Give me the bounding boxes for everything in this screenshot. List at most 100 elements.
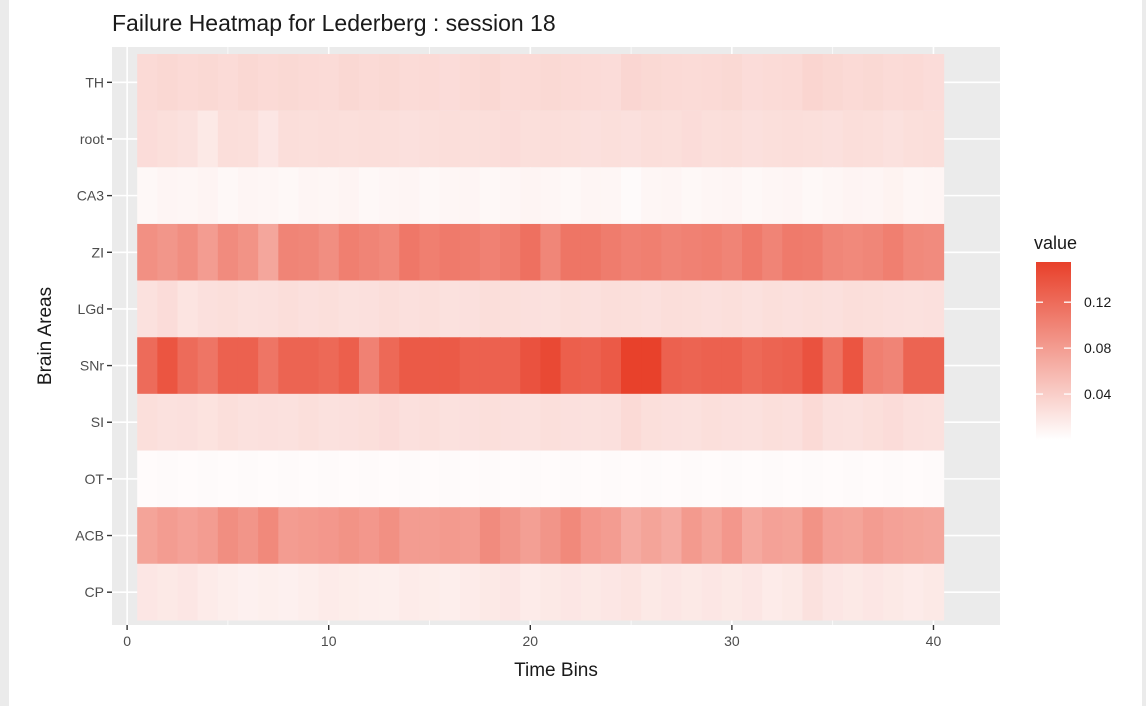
heatmap-cell: [782, 223, 804, 281]
heatmap-cell: [903, 563, 924, 621]
heatmap-cell: [641, 280, 662, 338]
heatmap-cell: [862, 54, 884, 111]
heatmap-cell: [741, 393, 763, 451]
heatmap-cell: [560, 563, 582, 621]
heatmap-cell: [197, 110, 219, 168]
heatmap-cell: [157, 337, 179, 394]
heatmap-cell: [318, 167, 340, 224]
heatmap-cell: [762, 280, 783, 338]
heatmap-cell: [479, 110, 501, 168]
heatmap-cell: [278, 507, 300, 564]
heatmap-cell: [600, 563, 622, 621]
heatmap-cell: [883, 563, 904, 621]
heatmap-cell: [842, 167, 864, 224]
heatmap-cell: [701, 167, 723, 224]
heatmap-cell: [237, 54, 259, 111]
heatmap-cell: [600, 280, 622, 338]
heatmap-cell: [177, 393, 199, 451]
heatmap-cell: [419, 450, 441, 508]
heatmap-cell: [439, 280, 461, 338]
x-tick-label: 40: [926, 633, 942, 649]
heatmap-cell: [137, 223, 158, 281]
heatmap-cell: [217, 167, 239, 224]
heatmap-cell: [661, 563, 683, 621]
heatmap-cell: [479, 563, 501, 621]
right-edge-strip: [1142, 0, 1146, 706]
heatmap-cell: [883, 280, 904, 338]
heatmap-cell: [903, 110, 924, 168]
heatmap-cell: [318, 450, 340, 508]
heatmap-cell: [681, 450, 703, 508]
heatmap-cell: [883, 54, 904, 111]
heatmap-cell: [701, 110, 723, 168]
heatmap-cell: [661, 110, 683, 168]
heatmap-cell: [600, 507, 622, 564]
heatmap-cell: [399, 223, 421, 281]
y-tick-label: ACB: [75, 528, 104, 544]
heatmap-cell: [802, 280, 824, 338]
heatmap-cell: [318, 507, 340, 564]
heatmap-cell: [520, 280, 541, 338]
heatmap-cell: [540, 393, 562, 451]
heatmap-cell: [157, 280, 179, 338]
heatmap-cell: [258, 223, 279, 281]
heatmap-cell: [741, 223, 763, 281]
heatmap-cell: [782, 54, 804, 111]
heatmap-cell: [721, 280, 743, 338]
heatmap-cell: [862, 167, 884, 224]
heatmap-cell: [479, 450, 501, 508]
heatmap-cell: [923, 393, 945, 451]
heatmap-cell: [439, 337, 461, 394]
y-tick-label: OT: [85, 471, 105, 487]
x-tick-label: 0: [123, 633, 131, 649]
heatmap-cell: [903, 507, 924, 564]
heatmap-cell: [419, 280, 441, 338]
y-tick-label: LGd: [78, 301, 104, 317]
heatmap-cell: [923, 280, 945, 338]
heatmap-cell: [822, 563, 844, 621]
heatmap-cell: [479, 54, 501, 111]
heatmap-cell: [560, 54, 582, 111]
heatmap-cell: [762, 563, 783, 621]
heatmap-cell: [338, 507, 360, 564]
heatmap-cell: [237, 393, 259, 451]
heatmap-cell: [379, 563, 400, 621]
heatmap-cell: [237, 450, 259, 508]
heatmap-cell: [540, 563, 562, 621]
heatmap-cell: [500, 223, 521, 281]
x-axis: 0 10 20 30 40: [123, 625, 941, 649]
heatmap-cell: [338, 54, 360, 111]
heatmap-cell: [137, 110, 158, 168]
heatmap-cell: [237, 110, 259, 168]
heatmap-cell: [459, 507, 481, 564]
heatmap-cell: [540, 54, 562, 111]
heatmap-cell: [419, 393, 441, 451]
heatmap-cell: [520, 167, 541, 224]
heatmap-cell: [923, 110, 945, 168]
heatmap-cell: [862, 450, 884, 508]
heatmap-cell: [217, 223, 239, 281]
heatmap-cell: [903, 337, 924, 394]
heatmap-cell: [862, 223, 884, 281]
heatmap-cell: [621, 54, 642, 111]
heatmap-cell: [459, 450, 481, 508]
heatmap-cell: [721, 337, 743, 394]
heatmap-cell: [540, 507, 562, 564]
heatmap-cell: [923, 337, 945, 394]
heatmap-cell: [500, 563, 521, 621]
heatmap-cell: [681, 393, 703, 451]
heatmap-cell: [802, 223, 824, 281]
heatmap-cell: [641, 393, 662, 451]
heatmap-cell: [439, 507, 461, 564]
heatmap-cell: [520, 450, 541, 508]
heatmap-cell: [278, 54, 300, 111]
heatmap-cell: [822, 110, 844, 168]
heatmap-cell: [358, 393, 380, 451]
heatmap-cell: [157, 167, 179, 224]
heatmap-cell: [842, 563, 864, 621]
heatmap-cell: [338, 280, 360, 338]
heatmap-cell: [278, 167, 300, 224]
heatmap-cell: [862, 110, 884, 168]
heatmap-cell: [762, 393, 783, 451]
